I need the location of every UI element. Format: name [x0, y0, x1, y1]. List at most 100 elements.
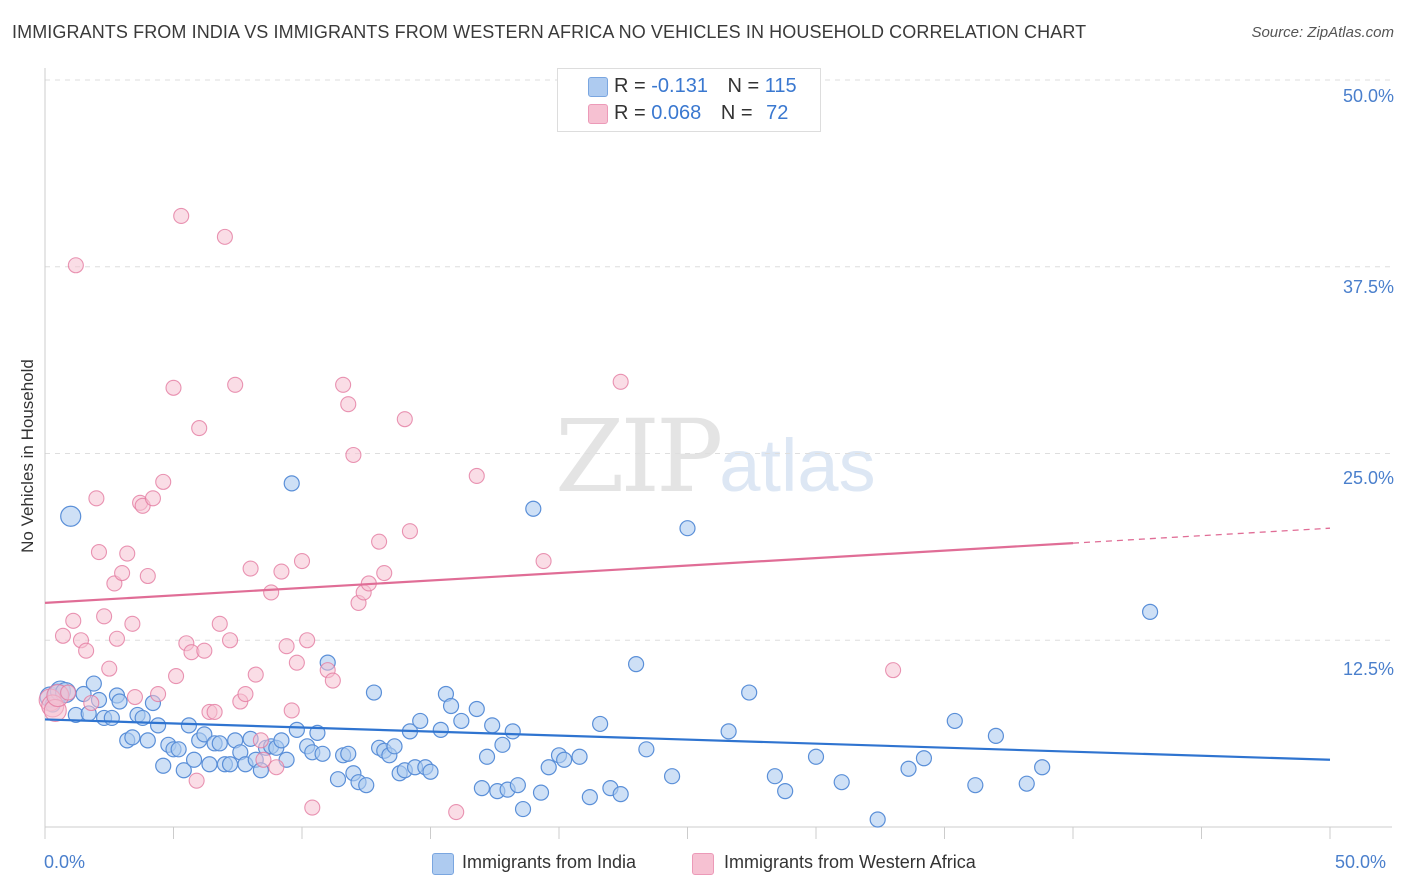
western-africa-point	[268, 759, 285, 776]
india-point	[473, 780, 490, 797]
legend-n-label: N =	[720, 102, 753, 124]
india-point	[720, 723, 737, 740]
western-africa-trend-line	[44, 542, 1074, 604]
india-point	[581, 789, 598, 806]
india-point	[60, 505, 82, 527]
western-africa-point	[247, 666, 264, 683]
western-africa-point	[101, 660, 118, 677]
legend-n-value: 72	[766, 102, 789, 124]
india-point	[288, 721, 305, 738]
india-point	[900, 760, 917, 777]
india-point	[494, 736, 511, 753]
western-africa-point	[124, 615, 141, 632]
western-africa-point	[139, 567, 156, 585]
india-point	[442, 697, 460, 715]
india-point	[314, 745, 331, 762]
western-africa-point	[252, 732, 269, 749]
x-tick-label: 50.0%	[1335, 852, 1387, 872]
india-point	[329, 771, 347, 788]
western-africa-point	[119, 545, 136, 562]
india-point	[556, 751, 573, 768]
western-africa-point	[612, 373, 629, 390]
india-point	[155, 757, 172, 774]
legend-label-india: Immigrants from India	[462, 852, 637, 872]
western-africa-point	[255, 751, 272, 768]
western-africa-point	[324, 672, 341, 689]
india-point	[358, 777, 375, 794]
india-point	[571, 748, 588, 765]
india-point	[484, 717, 501, 734]
western-africa-point	[206, 703, 223, 721]
watermark-zip: ZIP	[555, 398, 723, 515]
western-africa-point	[216, 228, 233, 245]
legend-swatch-western-africa	[588, 104, 608, 124]
legend-n-label: N =	[727, 75, 760, 97]
india-point	[509, 777, 526, 794]
western-africa-point	[211, 615, 228, 632]
western-africa-point	[345, 446, 362, 464]
india-point	[741, 684, 758, 701]
western-africa-point	[885, 662, 902, 679]
india-point	[170, 741, 187, 758]
western-africa-point	[448, 804, 465, 821]
y-tick-label: 12.5%	[1342, 659, 1394, 679]
western-africa-point	[468, 467, 485, 484]
watermark-atlas: atlas	[719, 424, 876, 507]
india-point	[273, 732, 290, 749]
western-africa-point	[376, 564, 393, 582]
western-africa-point	[67, 257, 84, 274]
legend-row-western-africa: R = 0.068 N = 72	[588, 102, 789, 126]
india-point	[638, 741, 655, 758]
western-africa-point	[78, 642, 95, 659]
western-africa-point	[54, 627, 72, 644]
india-point	[1141, 603, 1159, 620]
india-point	[468, 700, 485, 718]
india-point	[478, 748, 496, 765]
western-africa-point	[221, 632, 239, 649]
india-point	[514, 800, 532, 818]
western-africa-point	[371, 533, 388, 550]
western-africa-point	[535, 553, 552, 570]
india-point	[340, 745, 357, 762]
india-point	[365, 684, 383, 701]
india-point	[180, 717, 198, 734]
india-point	[833, 774, 850, 791]
india-point	[283, 475, 300, 492]
india-point	[532, 784, 550, 801]
legend-label-western-africa: Immigrants from Western Africa	[724, 852, 976, 872]
western-africa-point	[227, 376, 244, 393]
india-point	[432, 721, 449, 738]
y-tick-label: 37.5%	[1342, 277, 1394, 297]
western-africa-point	[335, 376, 352, 393]
legend-r-label: R =	[614, 75, 646, 97]
legend-item-western-africa: Immigrants from Western Africa	[692, 852, 976, 875]
western-africa-point	[88, 490, 105, 507]
western-africa-point	[168, 668, 185, 685]
western-africa-point	[65, 612, 82, 629]
western-africa-point	[304, 799, 321, 816]
y-axis-label: No Vehicles in Household	[18, 359, 37, 553]
legend-swatch-western-africa	[692, 853, 714, 875]
india-point	[663, 768, 681, 785]
western-africa-point	[188, 772, 205, 789]
correlation-legend: R = -0.131 N = 115 R = 0.068 N = 72	[557, 68, 821, 132]
legend-swatch-india	[432, 853, 454, 875]
india-point	[915, 750, 933, 767]
legend-r-value: -0.131	[651, 75, 708, 97]
western-africa-point	[273, 563, 290, 580]
india-point	[869, 811, 886, 828]
western-africa-point	[242, 560, 259, 577]
western-africa-point	[263, 584, 280, 601]
western-africa-point	[401, 523, 418, 540]
india-point	[453, 712, 470, 730]
india-point	[211, 735, 228, 752]
western-africa-point	[96, 608, 113, 625]
legend-r-label: R =	[614, 102, 646, 124]
western-africa-point	[173, 207, 190, 225]
western-africa-point	[83, 694, 100, 712]
chart-title: IMMIGRANTS FROM INDIA VS IMMIGRANTS FROM…	[12, 22, 1087, 42]
india-point	[422, 763, 439, 780]
india-point	[679, 520, 696, 537]
western-africa-point	[237, 685, 254, 703]
legend-r-value: 0.068	[651, 102, 702, 124]
